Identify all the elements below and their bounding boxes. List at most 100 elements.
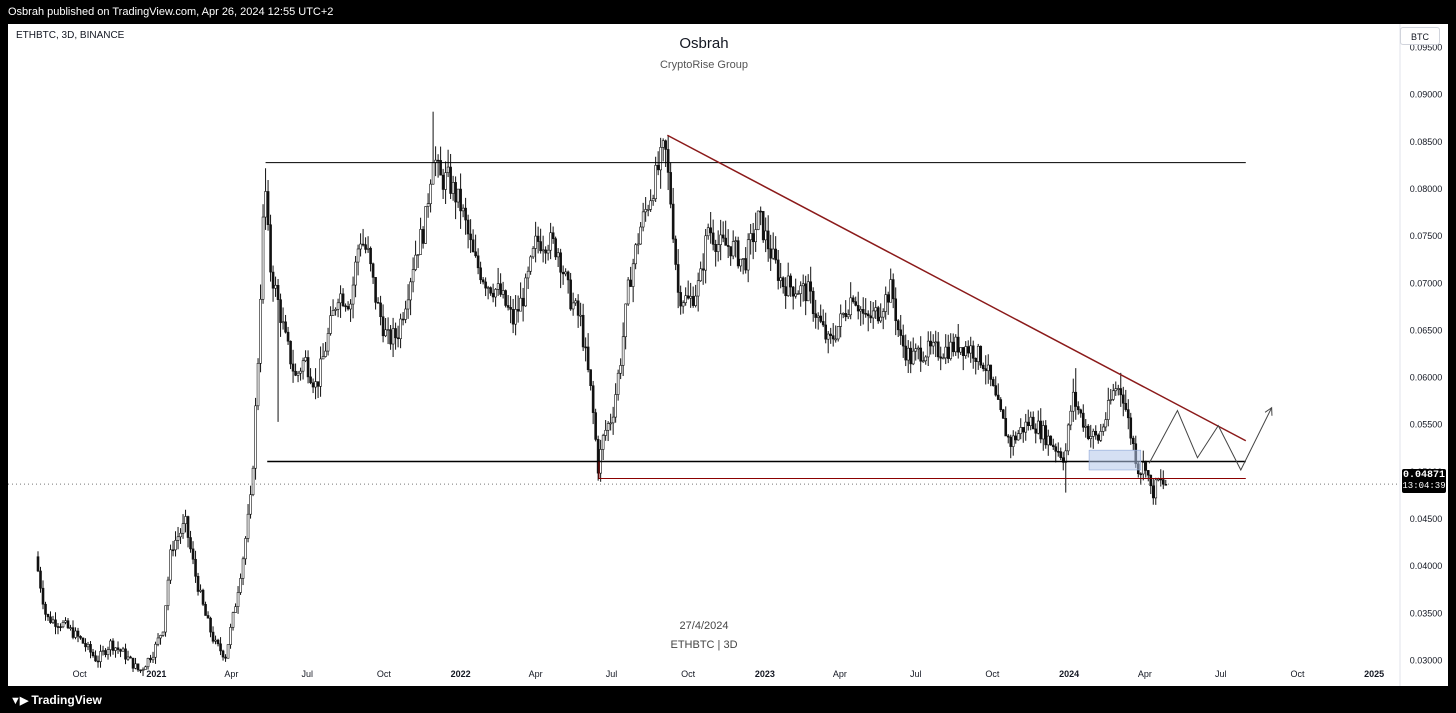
candle-body xyxy=(294,370,297,376)
candle-body xyxy=(676,264,680,293)
candle-body xyxy=(224,656,227,659)
candle-body xyxy=(444,172,447,190)
candle-body xyxy=(839,313,842,327)
y-tick-label: 0.03000 xyxy=(1410,655,1443,665)
candle-body xyxy=(1089,436,1093,440)
candle-body xyxy=(211,631,215,642)
candle-body xyxy=(796,293,800,295)
x-tick-label: Apr xyxy=(833,669,847,679)
candle-body xyxy=(624,303,627,338)
tradingview-logo-icon: ▼▶ xyxy=(10,694,28,707)
candle-body xyxy=(544,249,547,254)
candle-body xyxy=(651,198,655,202)
candle-body xyxy=(476,255,480,269)
candle-body xyxy=(324,350,327,357)
candle-body xyxy=(1011,435,1015,447)
candle-body xyxy=(969,345,973,354)
candle-body xyxy=(374,277,377,303)
candle-body xyxy=(209,617,212,633)
candle-body xyxy=(936,341,940,358)
candle-body xyxy=(436,159,440,162)
candle-body xyxy=(649,200,652,210)
currency-button[interactable]: BTC xyxy=(1400,27,1440,45)
candle-body xyxy=(844,313,848,318)
candle-body xyxy=(411,269,415,283)
candle-body xyxy=(96,660,100,663)
candle-body xyxy=(691,296,695,306)
y-tick-label: 0.08500 xyxy=(1410,137,1443,147)
candle-body xyxy=(849,297,853,316)
candle-body xyxy=(359,243,362,250)
candle-body xyxy=(39,570,42,589)
candle-body xyxy=(521,297,525,307)
candle-body xyxy=(399,318,402,339)
candle-body xyxy=(496,283,500,290)
candle-body xyxy=(219,643,222,652)
candle-body xyxy=(531,248,535,258)
candle-body xyxy=(779,277,782,281)
candle-body xyxy=(561,271,565,275)
candle-body xyxy=(146,658,150,668)
brand-label: TradingView xyxy=(31,693,102,707)
x-tick-label: Apr xyxy=(224,669,238,679)
candle-body xyxy=(764,230,767,241)
candle-body xyxy=(559,252,562,273)
candle-body xyxy=(1016,433,1020,441)
candle-body xyxy=(621,336,625,366)
candle-body xyxy=(584,346,587,349)
candle-body xyxy=(674,238,677,265)
candle-body xyxy=(249,494,252,515)
candle-body xyxy=(271,271,275,289)
candle-body xyxy=(756,210,760,230)
candle-body xyxy=(569,279,572,310)
tradingview-brand[interactable]: ▼▶ TradingView xyxy=(10,693,102,707)
candle-body xyxy=(1111,390,1115,400)
candle-body xyxy=(606,423,610,431)
chart-svg[interactable]: 0.030000.035000.040000.045000.050000.055… xyxy=(8,24,1448,686)
candle-body xyxy=(431,162,435,185)
candle-body xyxy=(1139,473,1143,476)
candle-body xyxy=(781,277,785,288)
candle-body xyxy=(289,340,292,365)
candle-body xyxy=(311,382,315,388)
candle-body xyxy=(296,372,300,376)
candle-body xyxy=(1119,388,1123,396)
candle-body xyxy=(591,385,595,413)
candle-body xyxy=(129,656,132,659)
candle-body xyxy=(261,216,265,300)
candle-body xyxy=(1004,418,1008,437)
lower-support-line xyxy=(598,461,1246,479)
candle-body xyxy=(274,284,277,289)
candle-body xyxy=(1046,435,1050,446)
candle-body xyxy=(1151,485,1155,499)
candle-body xyxy=(684,295,687,304)
candle-body xyxy=(424,206,427,244)
candle-body xyxy=(799,285,802,294)
candle-body xyxy=(794,293,797,297)
chart-panel[interactable]: 0.030000.035000.040000.045000.050000.055… xyxy=(8,24,1448,686)
candle-body xyxy=(1109,399,1113,401)
candle-body xyxy=(886,294,890,303)
candle-body xyxy=(156,637,160,645)
candle-body xyxy=(914,348,918,352)
candle-body xyxy=(1161,479,1165,485)
candle-body xyxy=(941,357,945,360)
candle-body xyxy=(136,663,140,671)
candle-body xyxy=(254,405,257,469)
candle-body xyxy=(206,615,210,619)
candle-body xyxy=(171,549,175,552)
candle-body xyxy=(331,310,335,316)
candle-body xyxy=(664,140,667,150)
candle-body xyxy=(871,310,875,319)
candle-body xyxy=(791,286,795,297)
candle-body xyxy=(919,347,923,362)
candle-body xyxy=(329,315,332,334)
candle-body xyxy=(801,283,805,287)
candle-body xyxy=(286,331,290,342)
candle-body xyxy=(49,616,52,623)
candle-body xyxy=(806,281,810,302)
candle-body xyxy=(529,256,532,272)
candle-body xyxy=(479,267,482,281)
candle-body xyxy=(281,321,285,324)
candle-body xyxy=(866,313,870,317)
